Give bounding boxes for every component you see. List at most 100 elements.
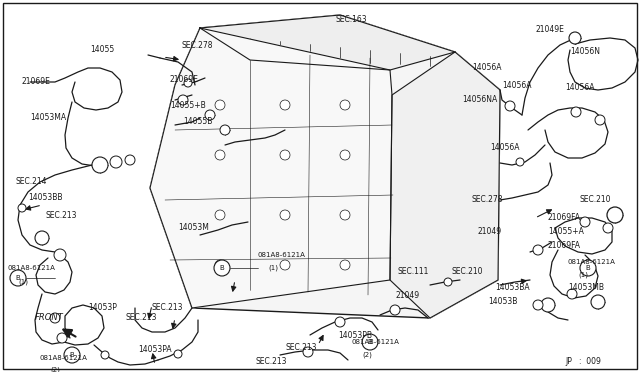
Text: (1): (1) [18, 279, 28, 285]
Circle shape [335, 317, 345, 327]
Text: 14053PB: 14053PB [338, 330, 372, 340]
Text: SEC.278: SEC.278 [182, 41, 214, 49]
Circle shape [215, 260, 225, 270]
Polygon shape [150, 28, 392, 308]
Text: 14053B: 14053B [488, 298, 517, 307]
Text: SEC.210: SEC.210 [452, 267, 483, 276]
Circle shape [569, 32, 581, 44]
Circle shape [18, 204, 26, 212]
Circle shape [110, 156, 122, 168]
Text: SEC.111: SEC.111 [398, 267, 429, 276]
Text: 21069E: 21069E [170, 76, 199, 84]
Circle shape [101, 351, 109, 359]
Text: B: B [586, 265, 590, 271]
Text: 14053M: 14053M [178, 224, 209, 232]
Circle shape [205, 110, 215, 120]
Text: 14056NA: 14056NA [462, 96, 497, 105]
Circle shape [184, 79, 192, 87]
Text: 081A8-6121A: 081A8-6121A [352, 339, 400, 345]
Text: (1): (1) [268, 265, 278, 271]
Text: 14053PA: 14053PA [138, 346, 172, 355]
Circle shape [54, 249, 66, 261]
Text: :  009: : 009 [579, 357, 601, 366]
Circle shape [178, 95, 188, 105]
Text: 14055: 14055 [90, 45, 115, 55]
Circle shape [340, 150, 350, 160]
Text: B: B [15, 275, 20, 281]
FancyBboxPatch shape [3, 3, 637, 369]
Circle shape [541, 298, 555, 312]
Text: SEC.213: SEC.213 [285, 343, 317, 353]
Circle shape [303, 347, 313, 357]
Circle shape [64, 347, 80, 363]
Text: 21049: 21049 [478, 228, 502, 237]
Text: 081A8-6121A: 081A8-6121A [258, 252, 306, 258]
Text: B: B [220, 265, 225, 271]
Text: 14053P: 14053P [88, 304, 117, 312]
Text: 14056N: 14056N [570, 48, 600, 57]
Circle shape [215, 150, 225, 160]
Circle shape [595, 115, 605, 125]
Text: 14055B: 14055B [183, 118, 212, 126]
Circle shape [280, 150, 290, 160]
Circle shape [340, 260, 350, 270]
Circle shape [280, 210, 290, 220]
Circle shape [390, 305, 400, 315]
Circle shape [533, 300, 543, 310]
Text: 14056A: 14056A [502, 80, 531, 90]
Circle shape [92, 157, 108, 173]
Text: 14053BA: 14053BA [495, 283, 530, 292]
Circle shape [607, 207, 623, 223]
Circle shape [214, 260, 230, 276]
Circle shape [516, 158, 524, 166]
Text: 14053BB: 14053BB [28, 193, 63, 202]
Circle shape [57, 333, 67, 343]
Polygon shape [200, 15, 455, 70]
Circle shape [10, 270, 26, 286]
Text: 14055+B: 14055+B [170, 100, 205, 109]
Circle shape [603, 223, 613, 233]
Circle shape [580, 260, 596, 276]
Text: (2): (2) [362, 352, 372, 358]
Text: SEC.213: SEC.213 [45, 211, 77, 219]
Text: B: B [70, 352, 74, 358]
Text: 081A8-6121A: 081A8-6121A [8, 265, 56, 271]
Circle shape [125, 155, 135, 165]
Circle shape [362, 334, 378, 350]
Text: (1): (1) [578, 272, 588, 278]
Circle shape [505, 101, 515, 111]
Text: 21049E: 21049E [535, 26, 564, 35]
Circle shape [35, 231, 49, 245]
Text: FRONT: FRONT [35, 314, 64, 323]
Polygon shape [390, 52, 500, 318]
Text: 14053MB: 14053MB [568, 283, 604, 292]
Text: SEC.213: SEC.213 [255, 357, 287, 366]
Circle shape [444, 278, 452, 286]
Circle shape [591, 295, 605, 309]
Circle shape [280, 100, 290, 110]
Text: 081A8-6121A: 081A8-6121A [568, 259, 616, 265]
Text: 14053MA: 14053MA [30, 113, 66, 122]
Circle shape [174, 350, 182, 358]
Text: SEC.214: SEC.214 [15, 177, 47, 186]
Circle shape [567, 289, 577, 299]
Circle shape [50, 313, 60, 323]
Text: 14056A: 14056A [565, 83, 595, 93]
Circle shape [220, 125, 230, 135]
Text: 21069FA: 21069FA [548, 214, 581, 222]
Circle shape [340, 210, 350, 220]
Circle shape [533, 245, 543, 255]
Text: 081A8-6121A: 081A8-6121A [40, 355, 88, 361]
Circle shape [580, 217, 590, 227]
Text: JP: JP [565, 357, 572, 366]
Text: SEC.210: SEC.210 [580, 196, 611, 205]
Text: B: B [367, 339, 372, 345]
Text: 21049: 21049 [395, 291, 419, 299]
Circle shape [215, 100, 225, 110]
Text: SEC.278: SEC.278 [472, 196, 504, 205]
Circle shape [340, 100, 350, 110]
Text: SEC.213: SEC.213 [152, 304, 184, 312]
Text: 14056A: 14056A [472, 64, 502, 73]
Circle shape [215, 210, 225, 220]
Text: SEC.163: SEC.163 [335, 16, 367, 25]
